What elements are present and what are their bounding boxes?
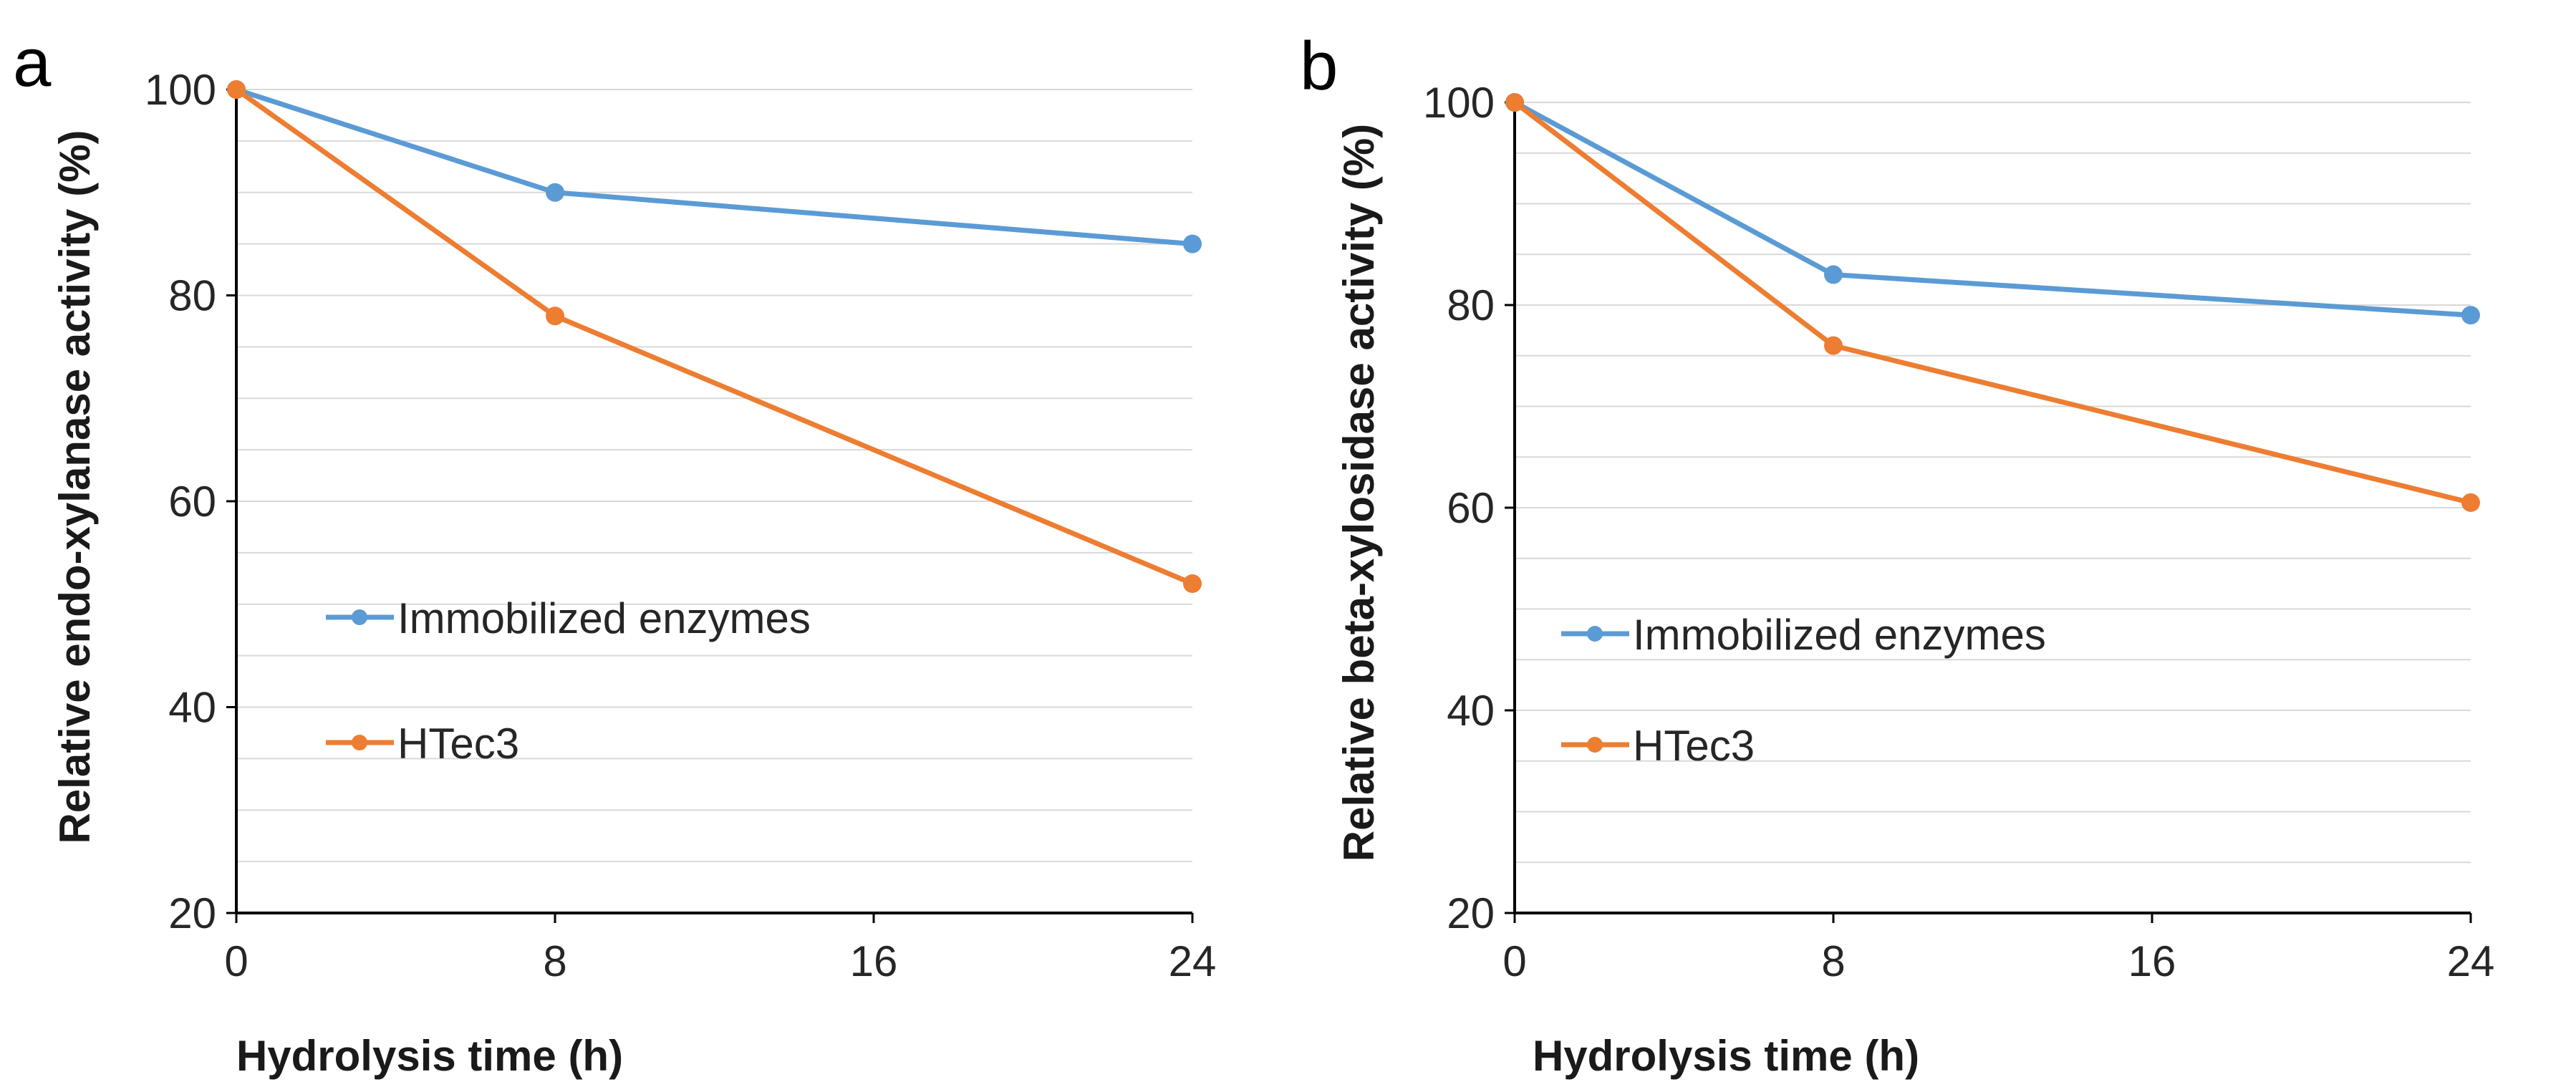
axes-a xyxy=(235,82,1192,914)
y-tick-label: 80 xyxy=(168,272,216,320)
x-axis-title-a: Hydrolysis time (h) xyxy=(236,1032,623,1080)
series-line-immobilized xyxy=(235,87,1193,247)
legend-label-htec3-b: HTec3 xyxy=(1633,722,1755,770)
legend-marker-htec3 xyxy=(352,735,367,750)
data-point-immobilized xyxy=(1824,265,1843,284)
x-tick-label: 16 xyxy=(2128,937,2176,985)
legend-b: Immobilized enzymes HTec3 xyxy=(1561,611,2046,770)
data-point-htec3 xyxy=(227,80,246,99)
chart-panel-b: b 20 40 60 80 100 0 8 16 24 Hydrolysis time (h)… xyxy=(1300,28,2494,1080)
y-axis-title-b: Relative beta-xylosidase activity (%) xyxy=(1335,124,1383,861)
series-line-htec3 xyxy=(1513,100,2471,506)
legend-marker-immobilized xyxy=(1587,626,1603,642)
legend-marker-htec3 xyxy=(1587,737,1603,753)
data-point-immobilized xyxy=(2461,306,2480,325)
data-point-immobilized xyxy=(546,183,564,202)
y-tick-label: 20 xyxy=(1447,889,1495,937)
x-tick-label: 24 xyxy=(2447,937,2495,985)
panel-letter-b: b xyxy=(1300,28,1338,105)
y-tick-label: 60 xyxy=(168,478,216,526)
data-point-htec3 xyxy=(1824,336,1843,355)
panel-letter-a: a xyxy=(13,24,52,101)
y-tick-label: 40 xyxy=(168,684,216,732)
data-point-immobilized xyxy=(1183,234,1202,253)
axes-b xyxy=(1513,95,2471,914)
y-tick-labels-b: 20 40 60 80 100 xyxy=(1423,79,1515,937)
legend-a: Immobilized enzymes HTec3 xyxy=(326,594,811,768)
series-b xyxy=(1505,93,2480,512)
y-axis-title-a: Relative endo-xylanase activity (%) xyxy=(51,130,99,844)
y-tick-label: 100 xyxy=(145,66,216,114)
gridlines-a xyxy=(236,89,1192,863)
x-tick-label: 8 xyxy=(1821,937,1845,985)
x-tick-labels-a: 0 8 16 24 xyxy=(224,913,1216,985)
y-tick-label: 100 xyxy=(1423,79,1495,127)
legend-label-immobilized-b: Immobilized enzymes xyxy=(1633,611,2046,659)
data-point-htec3 xyxy=(2461,493,2480,512)
series-a xyxy=(227,80,1202,593)
data-point-htec3 xyxy=(546,306,564,326)
gridlines-b xyxy=(1515,102,2471,864)
x-tick-label: 16 xyxy=(850,937,898,985)
x-tick-label: 0 xyxy=(1502,937,1526,985)
y-tick-label: 40 xyxy=(1447,687,1495,735)
x-tick-labels-b: 0 8 16 24 xyxy=(1502,913,2494,985)
legend-label-immobilized-a: Immobilized enzymes xyxy=(397,594,811,642)
y-tick-label: 20 xyxy=(168,889,216,937)
y-tick-labels-a: 20 40 60 80 100 xyxy=(145,66,236,937)
legend-marker-immobilized xyxy=(352,609,367,625)
x-tick-label: 0 xyxy=(224,937,248,985)
x-tick-label: 8 xyxy=(543,937,566,985)
data-point-htec3 xyxy=(1183,574,1202,593)
x-axis-title-b: Hydrolysis time (h) xyxy=(1533,1032,1919,1080)
y-tick-label: 80 xyxy=(1447,281,1495,329)
x-tick-label: 24 xyxy=(1169,937,1217,985)
series-line-htec3 xyxy=(234,87,1194,586)
chart-panel-a: a 20 40 60 80 100 0 8 16 24 Hydrolysis time (h)… xyxy=(13,24,1216,1080)
data-point-htec3 xyxy=(1505,93,1524,112)
y-tick-label: 60 xyxy=(1447,484,1495,532)
legend-label-htec3-a: HTec3 xyxy=(397,720,519,768)
